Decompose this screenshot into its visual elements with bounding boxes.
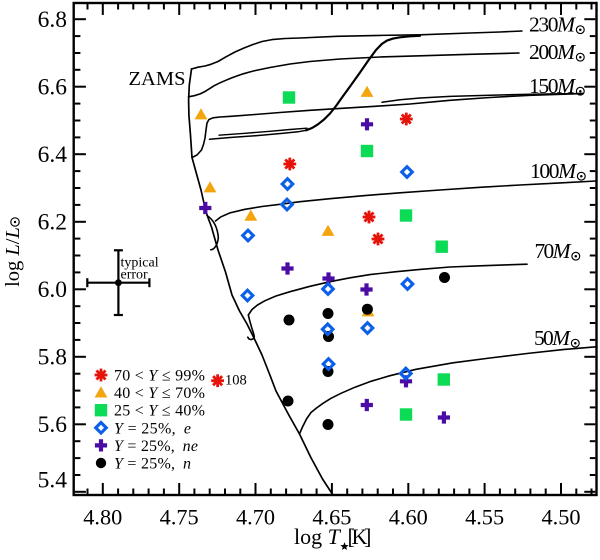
svg-text:230M: 230M bbox=[529, 13, 576, 37]
svg-text:4.55: 4.55 bbox=[465, 505, 504, 530]
svg-text:25 < Y ≤ 40%: 25 < Y ≤ 40% bbox=[114, 403, 205, 420]
svg-text:70 < Y ≤ 99%: 70 < Y ≤ 99% bbox=[114, 368, 205, 385]
svg-text:[K]: [K] bbox=[348, 524, 372, 549]
svg-text:200M: 200M bbox=[529, 40, 576, 64]
svg-text:108: 108 bbox=[225, 373, 247, 389]
svg-text:Y = 25%, n: Y = 25%, n bbox=[114, 456, 191, 473]
svg-text:6.2: 6.2 bbox=[38, 210, 67, 236]
svg-text:4.60: 4.60 bbox=[389, 505, 428, 530]
svg-text:100M: 100M bbox=[530, 159, 577, 183]
svg-text:5.6: 5.6 bbox=[38, 412, 68, 438]
svg-text:error: error bbox=[121, 268, 149, 283]
svg-text:log L/L: log L/L bbox=[2, 227, 24, 287]
svg-text:Y = 25%, ne: Y = 25%, ne bbox=[114, 438, 198, 455]
svg-text:Y = 25%, e: Y = 25%, e bbox=[114, 420, 191, 437]
svg-text:4.65: 4.65 bbox=[312, 505, 351, 530]
svg-text:5.8: 5.8 bbox=[38, 345, 67, 371]
svg-text:6.0: 6.0 bbox=[38, 277, 67, 303]
svg-text:150M: 150M bbox=[529, 74, 576, 98]
svg-text:6.4: 6.4 bbox=[38, 142, 68, 168]
svg-text:70M: 70M bbox=[535, 239, 572, 263]
svg-text:typical: typical bbox=[121, 256, 159, 271]
svg-text:50M: 50M bbox=[534, 326, 571, 350]
svg-text:ZAMS: ZAMS bbox=[129, 68, 186, 90]
svg-text:4.70: 4.70 bbox=[236, 505, 275, 530]
svg-text:log T: log T bbox=[294, 524, 342, 549]
svg-text:4.50: 4.50 bbox=[541, 505, 580, 530]
svg-text:6.8: 6.8 bbox=[38, 7, 67, 33]
svg-text:40 < Y ≤ 70%: 40 < Y ≤ 70% bbox=[114, 385, 205, 402]
svg-text:4.80: 4.80 bbox=[83, 505, 122, 530]
svg-text:5.4: 5.4 bbox=[38, 468, 68, 494]
svg-text:4.75: 4.75 bbox=[160, 505, 199, 530]
svg-text:6.6: 6.6 bbox=[38, 75, 68, 101]
